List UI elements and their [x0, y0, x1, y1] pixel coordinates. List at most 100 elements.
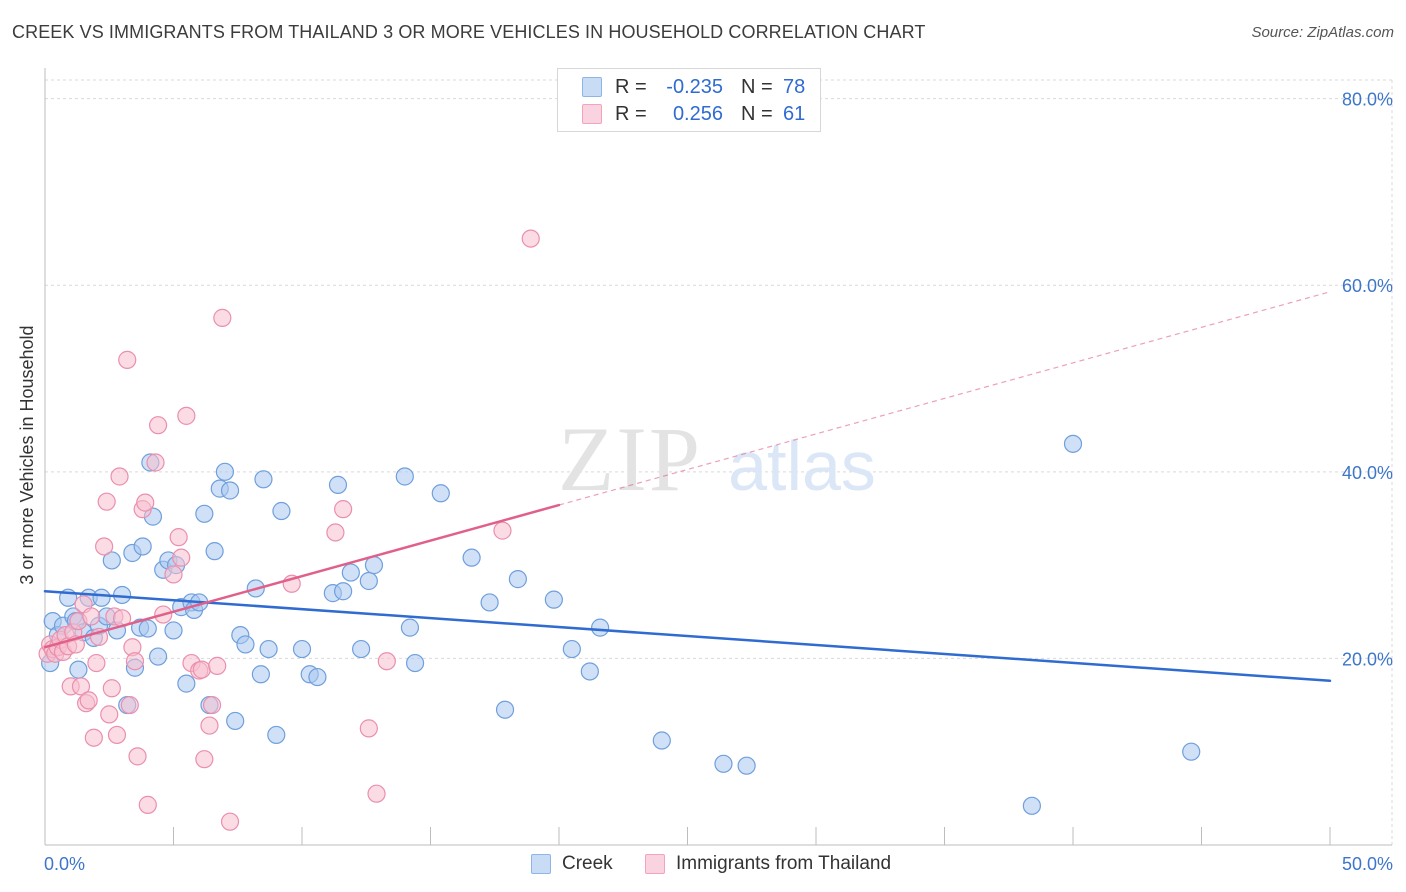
bottom-legend-label-thailand: Immigrants from Thailand [676, 853, 892, 874]
legend-row-creek: R = -0.235 N = 78 [582, 74, 805, 100]
thailand-point [164, 565, 183, 584]
trend-lines [43, 291, 1332, 683]
legend-r-label: R = [615, 75, 647, 98]
creek-point [226, 711, 245, 731]
creek-point [341, 563, 360, 582]
chart-title: CREEK VS IMMIGRANTS FROM THAILAND 3 OR M… [12, 22, 926, 42]
y-axis-label: 3 or more Vehicles in Household [17, 325, 37, 584]
creek-point [328, 475, 348, 494]
thailand-point [334, 500, 353, 519]
x-tick-label-max: 50.0% [1342, 854, 1393, 874]
creek-point [92, 588, 111, 607]
trend-line-dashed-1 [558, 291, 1331, 506]
creek-point [400, 618, 420, 637]
source-label: Source: ZipAtlas.com [1251, 24, 1394, 41]
thailand-point [102, 679, 121, 698]
trend-line-solid-1 [43, 503, 561, 649]
thailand-point [79, 691, 98, 710]
creek-point [652, 731, 671, 750]
creek-point [236, 635, 255, 654]
legend-n-value: 61 [783, 102, 806, 125]
creek-point [508, 570, 527, 589]
thailand-point [146, 453, 165, 472]
creek-point [102, 551, 121, 570]
legend-r-value: -0.235 [666, 75, 723, 98]
thailand-point [125, 652, 145, 671]
thailand-point [200, 716, 219, 735]
thailand-point [82, 607, 101, 626]
y-tick-label: 80.0% [1342, 90, 1393, 110]
bottom-legend-label-creek: Creek [562, 853, 613, 874]
thailand-point [169, 528, 188, 547]
thailand-point [521, 229, 540, 248]
bottom-legend-thailand[interactable]: Immigrants from Thailand [645, 851, 891, 877]
creek-point [177, 674, 196, 693]
creek-point [292, 639, 312, 659]
thailand-point [195, 750, 214, 769]
stats-legend: R = -0.235 N = 78 R = 0.256 N = 61 [557, 68, 821, 132]
creek-point [495, 700, 515, 719]
thailand-point [84, 728, 103, 747]
creek-point [133, 537, 152, 556]
thailand-point [326, 523, 345, 542]
legend-r-label: R = [615, 102, 647, 125]
bottom-legend-creek[interactable]: Creek [531, 851, 613, 877]
creek-point [431, 484, 450, 503]
y-tick-label: 20.0% [1342, 649, 1393, 669]
thailand-point [71, 677, 91, 696]
thailand-point [172, 548, 191, 567]
thailand-point [95, 537, 114, 556]
creek-point [714, 754, 733, 773]
thailand-point [177, 406, 196, 425]
axes [44, 68, 1392, 846]
thailand-point [120, 695, 139, 715]
creek-point [1022, 796, 1041, 815]
thailand-point [97, 492, 116, 511]
thailand-point [192, 660, 211, 679]
watermark: ZIP atlas [558, 408, 876, 510]
legend-r-value: 0.256 [672, 102, 723, 125]
legend-swatch-thailand [582, 104, 602, 124]
creek-point [395, 467, 414, 486]
thailand-point [148, 416, 168, 435]
thailand-point [118, 350, 137, 369]
creek-point [591, 618, 610, 637]
creek-point [254, 470, 273, 489]
creek-point [272, 501, 291, 521]
thailand-point [202, 695, 222, 715]
thailand-point [493, 521, 512, 540]
legend-row-thailand: R = 0.256 N = 61 [582, 101, 805, 127]
creek-point [480, 593, 499, 612]
creek-point [148, 647, 168, 666]
bottom-legend-swatch-creek [531, 854, 551, 874]
creek-point [251, 665, 270, 684]
watermark-atlas: atlas [728, 427, 876, 505]
creek-point [267, 725, 286, 745]
creek-point [138, 619, 157, 638]
watermark-zip: ZIP [558, 408, 702, 510]
creek-point [334, 582, 353, 601]
thailand-point [208, 656, 227, 675]
thailand-point [220, 812, 240, 831]
trend-line-solid-0 [43, 589, 1332, 683]
creek-point [737, 756, 756, 775]
creek-point [195, 504, 214, 523]
thailand-point [377, 652, 396, 671]
creek-point [69, 660, 88, 679]
creek-point [308, 667, 327, 687]
creek-point [352, 639, 371, 659]
thailand-point [107, 725, 127, 745]
creek-point [1182, 742, 1201, 761]
creek-point [164, 621, 183, 640]
thailand-point [100, 705, 119, 724]
creek-point [1063, 434, 1083, 453]
x-tick-label-min: 0.0% [44, 854, 85, 874]
thailand-point [359, 719, 378, 738]
legend-n-label: N = [741, 102, 773, 125]
creek-point [259, 639, 278, 659]
y-tick-label: 60.0% [1342, 276, 1393, 296]
creek-point [580, 662, 599, 681]
thailand-point [136, 493, 155, 512]
thailand-point [138, 795, 157, 814]
thailand-point [110, 467, 129, 486]
